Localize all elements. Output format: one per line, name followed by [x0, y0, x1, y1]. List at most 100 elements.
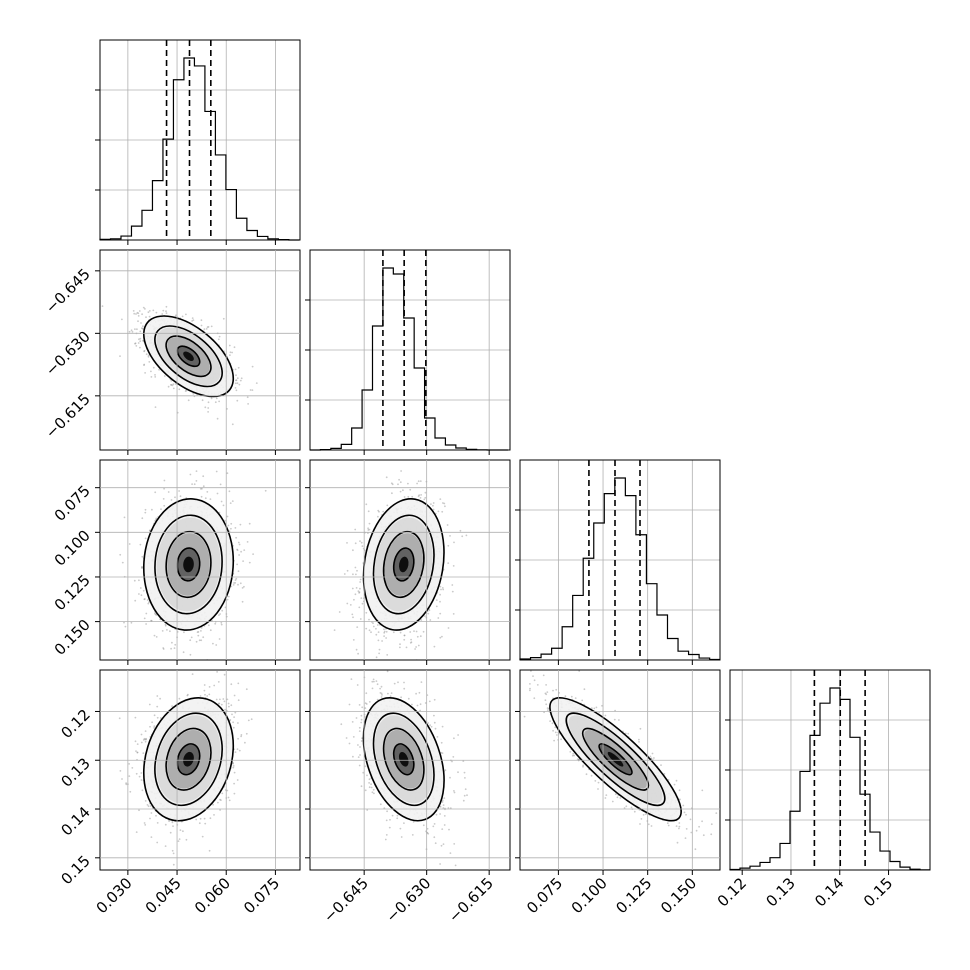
scatter-point [249, 389, 252, 391]
scatter-point [170, 384, 172, 386]
scatter-point [354, 566, 357, 569]
scatter-point [230, 704, 233, 707]
contour-line [154, 514, 223, 615]
y-tick-label: −0.645 [42, 265, 94, 317]
scatter-point [403, 634, 406, 637]
scatter-panel [309, 459, 511, 661]
histogram-step [729, 687, 930, 871]
scatter-point [154, 406, 157, 408]
scatter-point [202, 485, 205, 488]
scatter-point [238, 383, 241, 386]
scatter-point [144, 308, 146, 310]
scatter-point [358, 606, 361, 609]
scatter-point [197, 634, 200, 637]
scatter-point [163, 375, 166, 377]
contour-line [142, 498, 235, 631]
scatter-point [125, 783, 128, 786]
scatter-point [353, 598, 355, 601]
scatter-point [367, 510, 370, 513]
scatter-point [416, 482, 418, 485]
scatter-point [229, 502, 232, 504]
scatter-point [147, 355, 150, 358]
scatter-point [171, 641, 173, 644]
scatter-point [435, 599, 438, 601]
grid-lines [100, 460, 300, 660]
scatter-point [417, 644, 420, 647]
scatter-point [198, 639, 201, 642]
scatter-point [231, 423, 234, 426]
scatter-point [234, 579, 237, 581]
scatter-point [411, 495, 414, 498]
x-tick-label: 0.12 [714, 874, 750, 910]
scatter-point [165, 310, 167, 313]
scatter-point [242, 560, 245, 562]
scatter-point [185, 838, 188, 841]
scatter-point [237, 366, 240, 369]
scatter-point [218, 335, 221, 338]
scatter-point [153, 725, 156, 728]
scatter-point [178, 697, 181, 700]
scatter-point [410, 638, 412, 641]
scatter-point [162, 648, 165, 650]
scatter-point [121, 778, 123, 780]
scatter-point [228, 344, 231, 347]
scatter-point [124, 625, 127, 628]
scatter-point [136, 328, 138, 331]
scatter-point [264, 489, 267, 492]
scatter-point [174, 643, 177, 646]
contour-line [165, 530, 212, 599]
scatter-point [172, 387, 175, 390]
scatter-point [419, 480, 422, 482]
scatter-point [221, 609, 224, 612]
scatter-point [220, 621, 223, 624]
scatter-point [123, 621, 125, 624]
scatter-point [465, 534, 468, 537]
scatter-point [235, 379, 237, 382]
scatter-point [367, 527, 369, 530]
scatter-point [399, 643, 401, 646]
panel-content [119, 470, 267, 660]
scatter-point [203, 328, 206, 330]
scatter-panel [99, 249, 301, 451]
scatter-point [451, 584, 454, 586]
scatter-point [134, 599, 137, 602]
scatter-point [200, 495, 203, 498]
scatter-point [161, 313, 164, 315]
scatter-panel [99, 669, 301, 871]
scatter-point [236, 563, 239, 566]
scatter-point [382, 510, 385, 513]
scatter-point [141, 555, 144, 558]
scatter-point [243, 585, 245, 588]
scatter-point [135, 313, 137, 315]
scatter-point [210, 325, 213, 328]
scatter-point [134, 342, 137, 345]
scatter-point [136, 311, 139, 314]
scatter-point [453, 541, 455, 544]
scatter-point [220, 500, 223, 503]
scatter-point [138, 310, 141, 312]
scatter-point [155, 517, 158, 520]
scatter-point [377, 509, 380, 512]
scatter-point [424, 496, 427, 499]
scatter-point [139, 337, 142, 340]
scatter-point [135, 345, 138, 347]
scatter-point [391, 492, 393, 495]
scatter-point [409, 642, 412, 644]
scatter-point [148, 315, 151, 318]
panel-frame [99, 249, 301, 451]
scatter-point [174, 383, 177, 385]
scatter-point [223, 673, 226, 676]
scatter-point [147, 354, 150, 357]
scatter-point [131, 331, 134, 333]
scatter-point [442, 588, 445, 591]
scatter-point [155, 311, 158, 314]
scatter-point [164, 624, 167, 627]
contour-line [154, 325, 223, 388]
scatter-point [375, 656, 378, 659]
scatter-point [195, 640, 198, 643]
scatter-point [165, 312, 168, 314]
scatter-point [229, 354, 231, 356]
scatter-point [134, 342, 136, 345]
scatter-point [209, 629, 212, 632]
scatter-point [381, 640, 383, 642]
